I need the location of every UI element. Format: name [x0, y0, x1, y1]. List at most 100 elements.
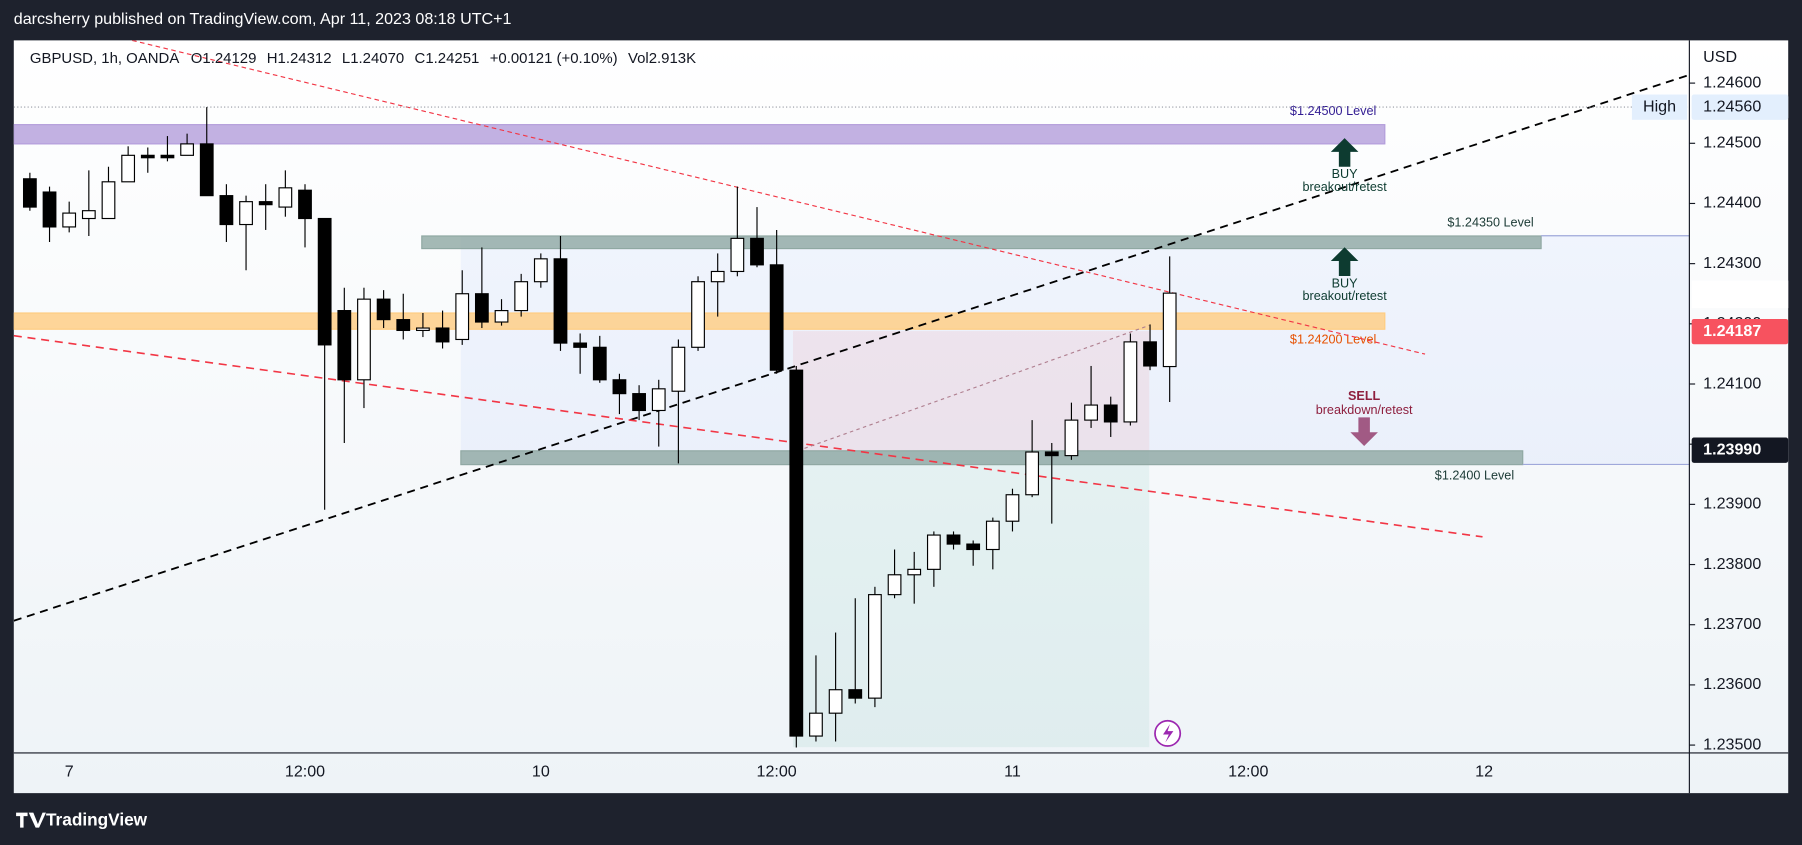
- candle-body: [199, 143, 214, 197]
- candle-body: [1143, 341, 1157, 367]
- candle-body: [494, 310, 509, 323]
- candle-body: [1064, 419, 1079, 457]
- annotation-text: BUY: [1332, 167, 1359, 181]
- profit-zone: [792, 450, 1150, 748]
- annotation-text: breakout/retest: [1302, 180, 1387, 194]
- y-tick-label: 1.24500: [1703, 134, 1761, 152]
- candle-body: [809, 712, 823, 737]
- candle-body: [710, 270, 725, 283]
- candle-body: [828, 689, 843, 714]
- candle-body: [239, 201, 253, 226]
- candle-body: [416, 327, 430, 332]
- candles: [22, 107, 1177, 748]
- x-tick-label: 7: [65, 763, 74, 781]
- y-tick-label: 1.23500: [1703, 735, 1761, 753]
- arrow-up: [1330, 247, 1359, 276]
- plot: $1.24500 Level $1.24350 Level $1.24200 Lev…: [13, 40, 1690, 748]
- legend-key: O: [191, 50, 203, 67]
- candle-body: [985, 520, 1000, 551]
- legend-key: H: [267, 50, 278, 67]
- price-label-box: [1691, 437, 1789, 463]
- candle-body: [1162, 292, 1177, 368]
- annotation-text: breakdown/retest: [1316, 403, 1413, 417]
- candle-body: [1123, 341, 1138, 423]
- brand: TradingView: [46, 809, 148, 829]
- chart-background: [13, 40, 1789, 794]
- candle-body: [730, 237, 745, 273]
- header-text: darcsherry published on TradingView.com,…: [14, 10, 512, 28]
- candle-body: [1044, 451, 1059, 457]
- legend: GBPUSD, 1h, OANDA O1.24129 H1.24312 L1.2407…: [30, 50, 696, 67]
- level-band: [460, 450, 1524, 466]
- annotation-text: breakout/retest: [1302, 289, 1387, 303]
- legend-volume: Vol2.913K: [628, 50, 696, 67]
- legend-symbol: GBPUSD, 1h, OANDA: [30, 50, 179, 67]
- legend-key: L: [342, 50, 350, 67]
- level-label: $1.2400 Level: [1435, 468, 1514, 482]
- candle-body: [160, 154, 175, 159]
- candle-body: [926, 534, 941, 570]
- candle-body: [396, 319, 411, 332]
- trend-line: [13, 73, 1690, 622]
- legend-key: C: [415, 50, 426, 67]
- level-label: $1.24350 Level: [1447, 215, 1533, 229]
- candle-body: [42, 191, 57, 228]
- candle-body: [180, 143, 194, 156]
- candle-body: [140, 154, 155, 159]
- candle-body: [1005, 494, 1020, 522]
- candle-body: [592, 346, 607, 381]
- arrow-up: [1330, 138, 1359, 167]
- y-tick-label: 1.24300: [1703, 254, 1761, 272]
- price-label-box: [1691, 94, 1789, 120]
- trend-line: [13, 334, 1483, 538]
- level-label: $1.24200 Level: [1290, 333, 1376, 347]
- currency: USD: [1703, 48, 1737, 66]
- candle-body: [357, 298, 371, 381]
- candle-body: [317, 217, 332, 346]
- price-label-box: [1691, 319, 1789, 345]
- y-tick-label: 1.23600: [1703, 675, 1761, 693]
- level-band: [421, 235, 1542, 250]
- annotation-text: SELL: [1348, 389, 1381, 403]
- candle-body: [514, 281, 529, 312]
- x-tick-label: 12:00: [285, 763, 325, 781]
- brand-logo: [16, 812, 46, 828]
- candle-body: [298, 189, 312, 220]
- candle-body: [553, 258, 568, 344]
- arrow-down: [1350, 417, 1378, 447]
- candle-body: [337, 310, 352, 381]
- candle-body: [455, 293, 470, 341]
- x-tick-label: 12:00: [1228, 763, 1268, 781]
- candle-body: [81, 210, 96, 220]
- price-tag-box: [1631, 94, 1688, 120]
- candle-body: [868, 594, 882, 699]
- candle-body: [632, 393, 646, 412]
- x-tick-label: 10: [532, 763, 550, 781]
- candle-body: [22, 178, 37, 208]
- y-tick-label: 1.24600: [1703, 73, 1761, 91]
- price-label: 1.24187: [1703, 322, 1761, 340]
- candle-body: [651, 388, 666, 412]
- level-band: [13, 124, 1386, 145]
- price-label: 1.24560: [1703, 97, 1761, 115]
- y-tick-label: 1.23800: [1703, 555, 1761, 573]
- legend-value: 1.24251: [425, 50, 479, 67]
- alert-icon-bolt: [1163, 724, 1174, 743]
- candle-body: [101, 181, 116, 220]
- candle-body: [750, 237, 764, 266]
- x-tick-label: 12: [1475, 763, 1493, 781]
- candle-body: [533, 258, 548, 283]
- annotation-text: BUY: [1332, 276, 1359, 290]
- trend-line: [132, 40, 1426, 355]
- candle-body: [62, 212, 77, 228]
- candle-body: [278, 187, 293, 208]
- x-tick-label: 12:00: [757, 763, 797, 781]
- x-tick-label: 11: [1004, 763, 1021, 781]
- candle-body: [435, 327, 450, 343]
- y-tick-label: 1.24100: [1703, 374, 1761, 392]
- candle-body: [573, 342, 588, 348]
- legend-value: 1.24070: [350, 50, 404, 67]
- candle-body: [907, 568, 922, 576]
